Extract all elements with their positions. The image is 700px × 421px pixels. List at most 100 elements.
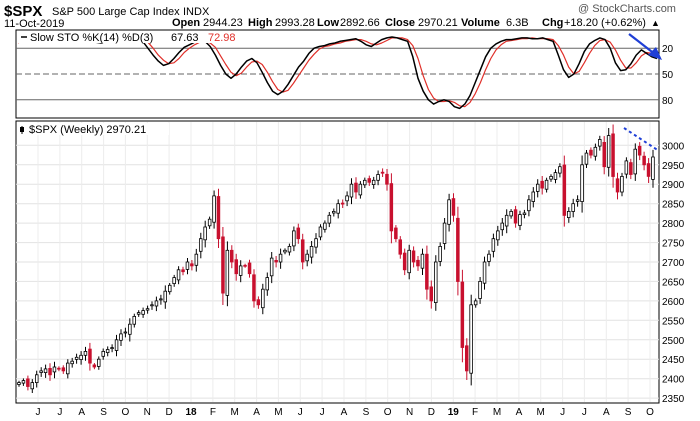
- candle: [292, 226, 296, 252]
- candle: [442, 218, 447, 250]
- price-x-tick: M: [537, 407, 545, 418]
- price-y-tick: 2650: [662, 277, 685, 288]
- candle: [358, 181, 363, 199]
- close-value: 2970.21: [418, 17, 458, 29]
- candle: [229, 245, 234, 269]
- candle: [469, 294, 473, 386]
- price-x-tick: A: [603, 407, 610, 418]
- candle: [509, 209, 513, 219]
- candle: [39, 367, 43, 377]
- candle: [79, 351, 83, 365]
- candle: [265, 272, 269, 296]
- candle: [252, 269, 256, 308]
- candle: [296, 223, 300, 244]
- price-y-tick: 2450: [662, 355, 685, 366]
- candle: [425, 245, 429, 300]
- price-x-tick: A: [253, 407, 260, 418]
- candle: [598, 135, 602, 151]
- candle: [238, 260, 243, 283]
- candle: [172, 274, 176, 287]
- candle: [52, 361, 57, 379]
- candle: [43, 364, 48, 378]
- candle: [128, 318, 132, 342]
- candle: [385, 169, 389, 191]
- candle: [354, 177, 358, 199]
- candle: [429, 280, 433, 309]
- candle: [500, 218, 504, 236]
- candle: [629, 158, 633, 180]
- candle: [447, 193, 451, 232]
- candle: [181, 266, 185, 276]
- sto-tick-20: 80: [662, 96, 674, 107]
- candle: [518, 210, 522, 231]
- price-x-tick: S: [625, 407, 632, 418]
- candle: [150, 301, 154, 310]
- price-x-tick: M: [231, 407, 239, 418]
- candle: [438, 242, 442, 267]
- price-x-tick: J: [298, 407, 303, 418]
- candle: [606, 128, 611, 177]
- price-x-tick: F: [210, 407, 216, 418]
- chg-value: +18.20 (+0.62%): [564, 17, 646, 29]
- trend-line-dashed: [623, 127, 660, 152]
- price-y-tick: 2550: [662, 316, 685, 327]
- price-x-tick: J: [582, 407, 587, 418]
- candle: [190, 260, 194, 271]
- candle: [367, 175, 371, 186]
- candle: [83, 346, 88, 361]
- candle: [203, 220, 207, 248]
- price-x-tick: F: [472, 407, 478, 418]
- sto-reference-lines: [16, 47, 659, 101]
- candle: [105, 346, 110, 357]
- candle: [349, 178, 354, 205]
- candle: [300, 233, 305, 270]
- candle: [283, 248, 287, 255]
- price-legend-bg: [17, 123, 169, 135]
- sto-trend-arrow-icon: [628, 33, 662, 60]
- price-x-tick: M: [493, 407, 501, 418]
- high-value: 2993.28: [275, 17, 315, 29]
- price-y-tick: 2600: [662, 297, 685, 308]
- candle: [88, 342, 92, 371]
- candle: [411, 246, 416, 268]
- price-x-tick-labels: J J A S O N D 18 F M A M J J A S O N D 19 F M A M J J A S O: [36, 407, 655, 418]
- candle: [394, 225, 398, 243]
- price-y-tick: 2500: [662, 336, 685, 347]
- price-x-tick: A: [78, 407, 85, 418]
- price-x-tick: N: [406, 407, 413, 418]
- candle: [380, 168, 385, 177]
- candle: [234, 253, 238, 281]
- price-y-tick: 2900: [662, 180, 685, 191]
- candle: [336, 199, 340, 219]
- candle: [185, 258, 190, 275]
- candle: [97, 356, 101, 370]
- candle: [362, 177, 367, 188]
- candle: [26, 375, 30, 391]
- candle: [487, 250, 491, 267]
- candle: [57, 366, 61, 372]
- price-y-tick: 2950: [662, 161, 685, 172]
- candle: [611, 124, 615, 188]
- candle-legend-icon: [20, 126, 24, 134]
- candle: [433, 255, 438, 311]
- index-name: S&P 500 Large Cap Index: [52, 6, 180, 18]
- candle: [522, 209, 527, 219]
- candle: [92, 363, 97, 370]
- candle: [420, 248, 425, 275]
- candle: [256, 296, 261, 309]
- candle: [314, 233, 318, 254]
- price-x-tick: J: [36, 407, 41, 418]
- candle: [504, 209, 509, 234]
- candle: [318, 224, 323, 241]
- open-value: 2944.23: [203, 17, 243, 29]
- price-x-tick: O: [122, 407, 130, 418]
- candle: [21, 378, 26, 386]
- candle: [207, 216, 212, 229]
- candle: [323, 220, 327, 233]
- candle: [633, 143, 638, 181]
- price-x-tick: 19: [448, 407, 460, 418]
- candle: [123, 327, 128, 338]
- candle: [114, 334, 119, 357]
- candle: [558, 163, 562, 178]
- watermark: @ StockCharts.com: [578, 3, 676, 15]
